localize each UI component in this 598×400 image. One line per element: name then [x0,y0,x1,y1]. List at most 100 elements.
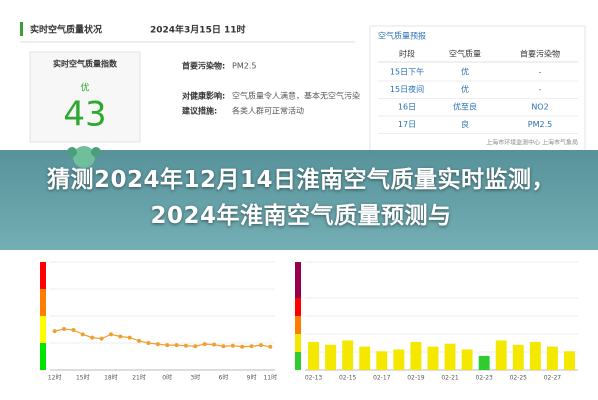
aqi-band [40,262,46,289]
aqi-point [137,338,142,343]
aqi-point [80,332,85,337]
aqi-band [295,334,301,352]
aqi-band [40,289,46,316]
aqi-bar [444,343,456,370]
x-tick-label: 3时 [190,374,200,382]
panel-title: 实时空气质量状况 [30,24,102,36]
forecast-title: 空气质量预报 [378,31,426,41]
detail-label: 对健康影响: [182,91,225,101]
aqi-bar [546,346,558,370]
aqi-bar [308,341,319,370]
aqi-bar [478,355,490,370]
forecast-cell: - [539,68,542,77]
aqi-point [174,343,179,348]
aqi-point [183,343,188,348]
aqi-bar [427,346,439,370]
aqi-point [221,344,226,349]
aqi-point [202,342,207,347]
aqi-point [118,334,123,339]
forecast-cell: - [539,85,542,94]
x-tick-label: 02-23 [475,375,493,382]
aqi-label: 实时空气质量指数 [53,59,118,69]
x-tick-label: 02-19 [407,375,425,382]
aqi-bar [495,340,507,370]
x-tick-label: 11时 [263,374,277,382]
aqi-point [108,332,113,337]
aqi-point [52,329,57,334]
x-tick-label: 02-15 [339,375,357,382]
aqi-level: 优 [80,82,89,94]
forecast-header: 首要污染物 [520,49,560,59]
x-tick-label: 02-13 [305,375,323,382]
aqi-point [99,336,104,341]
aqi-point [230,343,235,348]
x-tick-label: 9时 [247,374,257,382]
forecast-cell: NO2 [531,103,548,112]
aqi-bar [529,341,541,370]
aqi-bar [512,344,524,370]
banner-background [0,150,598,250]
detail-text: PM2.5 [232,62,256,71]
x-tick-label: 02-25 [510,375,528,382]
x-tick-label: 02-17 [373,375,391,382]
forecast-source: 上海市环境监测中心 上海市气象局 [486,139,578,147]
aqi-point [240,344,245,349]
mascot-head [73,146,95,168]
forecast-header: 空气质量 [449,49,481,59]
forecast-cell: 优 [461,67,469,77]
aqi-band [40,316,46,343]
forecast-cell: 17日 [398,120,416,129]
x-tick-label: 02-21 [441,375,459,382]
forecast-cell: 15日下午 [390,67,424,77]
aqi-box [29,51,141,143]
panel-time: 2024年3月15日 11时 [150,24,246,36]
x-tick-label: 0时 [162,374,172,382]
aqi-point [127,335,132,340]
x-tick-label: 02-27 [544,375,562,382]
aqi-bar [410,341,422,370]
aqi-bar [564,351,575,370]
aqi-band [40,343,46,370]
forecast-cell: 15日夜间 [390,84,424,94]
forecast-cell: 良 [461,119,469,129]
forecast-cell: 优 [461,84,469,94]
aqi-bar [325,344,337,370]
aqi-point [62,326,67,331]
mascot-ear [91,147,101,157]
banner-title: 猜测2024年12月14日淮南空气质量实时监测，2024年淮南空气质量预测与 [46,167,556,229]
x-tick-label: 21时 [132,374,146,382]
aqi-band [295,316,301,334]
aqi-point [71,328,76,333]
mascot [67,146,101,168]
aqi-point [155,342,160,347]
aqi-bar [461,349,473,370]
aqi-point [258,343,263,348]
x-tick-label: 12时 [48,374,62,382]
aqi-band [295,352,301,370]
forecast-header: 时段 [399,49,415,59]
aqi-band [295,298,301,316]
title-accent [20,22,23,36]
aqi-point [212,342,217,347]
aqi-bar [393,349,405,370]
forecast-panel [369,25,586,155]
aqi-point [249,344,254,349]
detail-text: 空气质量令人满意，基本无空气污染 [232,91,360,101]
forecast-cell: 16日 [398,103,416,112]
forecast-cell: 优至良 [453,102,477,112]
detail-label: 建议措施: [181,106,217,116]
aqi-point [193,344,198,349]
aqi-point [146,341,151,345]
aqi-bar [376,351,388,370]
aqi-band [295,262,301,298]
x-tick-label: 15时 [76,374,90,382]
aqi-line [54,328,271,348]
aqi-value: 43 [63,95,106,135]
forecast-cell: PM2.5 [528,120,552,129]
detail-label: 首要污染物: [182,61,225,71]
x-tick-label: 18时 [104,374,118,382]
aqi-bar [359,346,371,370]
aqi-point [268,344,273,349]
